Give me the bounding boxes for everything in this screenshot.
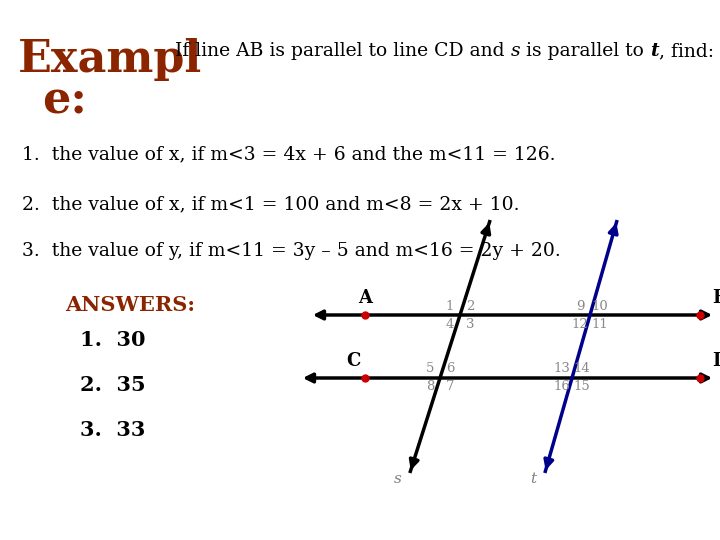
Text: is parallel to: is parallel to xyxy=(520,42,650,60)
Text: 13: 13 xyxy=(554,362,570,375)
Text: C: C xyxy=(346,352,361,370)
Text: s: s xyxy=(394,472,402,486)
Text: s: s xyxy=(510,42,520,60)
Text: 3.  33: 3. 33 xyxy=(80,420,145,440)
Text: 6: 6 xyxy=(446,362,454,375)
Text: 4: 4 xyxy=(446,318,454,330)
Text: D: D xyxy=(712,352,720,370)
Text: B: B xyxy=(712,289,720,307)
Text: t: t xyxy=(530,472,536,486)
Text: 1.  30: 1. 30 xyxy=(80,330,145,350)
Text: ANSWERS:: ANSWERS: xyxy=(65,295,195,315)
Text: 10: 10 xyxy=(592,300,608,313)
Text: 5: 5 xyxy=(426,362,434,375)
Text: 3: 3 xyxy=(466,318,474,330)
Point xyxy=(694,310,706,319)
Text: 14: 14 xyxy=(574,362,590,375)
Text: t: t xyxy=(650,42,659,60)
Text: 8: 8 xyxy=(426,381,434,394)
Text: e:: e: xyxy=(42,80,87,123)
Text: 15: 15 xyxy=(574,381,590,394)
Text: If line AB is parallel to line CD and: If line AB is parallel to line CD and xyxy=(175,42,510,60)
Text: 9: 9 xyxy=(576,300,584,313)
Point xyxy=(694,374,706,382)
Point xyxy=(359,310,371,319)
Point xyxy=(359,374,371,382)
Text: 11: 11 xyxy=(592,318,608,330)
Text: Exampl: Exampl xyxy=(18,38,202,81)
Text: 12: 12 xyxy=(572,318,588,330)
Text: 16: 16 xyxy=(554,381,570,394)
Text: 1.  the value of x, if m<3 = 4x + 6 and the m<11 = 126.: 1. the value of x, if m<3 = 4x + 6 and t… xyxy=(22,145,556,163)
Text: 3.  the value of y, if m<11 = 3y – 5 and m<16 = 2y + 20.: 3. the value of y, if m<11 = 3y – 5 and … xyxy=(22,242,561,260)
Text: 2: 2 xyxy=(466,300,474,313)
Text: 2.  35: 2. 35 xyxy=(80,375,145,395)
Text: , find:: , find: xyxy=(659,42,714,60)
Text: 7: 7 xyxy=(446,381,454,394)
Text: 2.  the value of x, if m<1 = 100 and m<8 = 2x + 10.: 2. the value of x, if m<1 = 100 and m<8 … xyxy=(22,195,520,213)
Text: A: A xyxy=(358,289,372,307)
Text: 1: 1 xyxy=(446,300,454,313)
